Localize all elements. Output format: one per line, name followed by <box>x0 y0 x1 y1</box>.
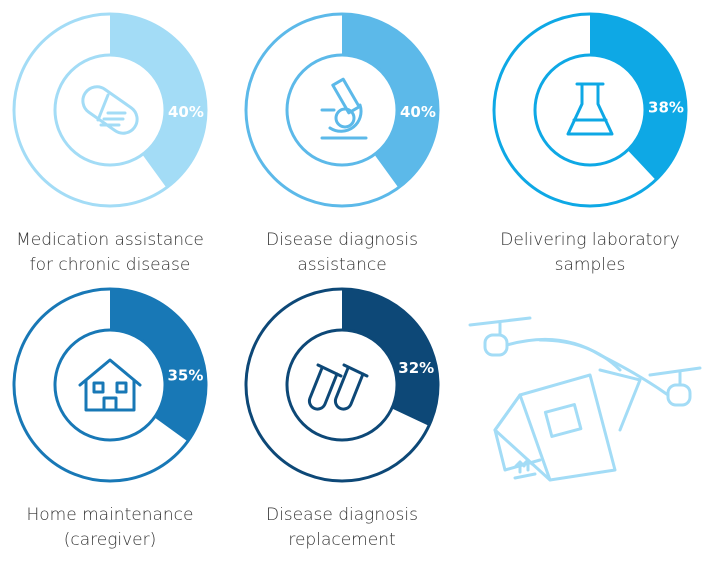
donut-hole <box>55 55 165 165</box>
drone-icon <box>470 318 700 480</box>
value-label: 35% <box>167 366 203 384</box>
donut-caption: Disease diagnosis replacement <box>237 503 447 553</box>
value-label: 38% <box>648 98 684 116</box>
value-label: 40% <box>400 103 436 121</box>
donut-hole <box>535 55 645 165</box>
value-label: 40% <box>168 103 204 121</box>
value-label: 32% <box>398 359 434 377</box>
donut-caption: Disease diagnosis assistance <box>237 228 447 278</box>
donut-caption: Home maintenance (caregiver) <box>5 503 215 553</box>
donut-caption: Medication assistance for chronic diseas… <box>5 228 215 278</box>
donut-hole <box>55 330 165 440</box>
donut-caption: Delivering laboratory samples <box>485 228 695 278</box>
chart: 40% 40% 38% 35% 32% <box>0 0 702 574</box>
page: 40% 40% 38% 35% 32% <box>0 0 702 574</box>
